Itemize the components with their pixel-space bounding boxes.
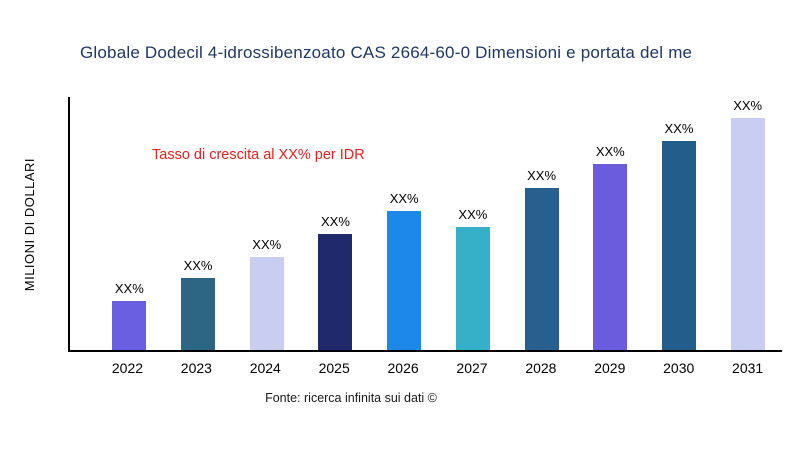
growth-rate-annotation: Tasso di crescita al XX% per IDR xyxy=(152,147,365,163)
bar-group: XX% xyxy=(370,191,439,350)
bar xyxy=(730,118,765,350)
source-text: Fonte: ricerca infinita sui dati © xyxy=(265,391,437,405)
x-tick-label: 2027 xyxy=(456,360,488,376)
x-tick-label: 2028 xyxy=(525,360,557,376)
bar-value-label: XX% xyxy=(114,281,144,297)
x-tick-label: 2030 xyxy=(663,360,695,376)
y-axis-label-container: MILIONI DI DOLLARI xyxy=(18,97,40,352)
bars: XX% XX% XX% XX% XX% XX% XX% XX% XX% XX% xyxy=(95,67,782,350)
bar xyxy=(593,164,628,350)
bar xyxy=(524,187,559,350)
chart-title: Globale Dodecil 4-idrossibenzoato CAS 26… xyxy=(80,43,693,62)
bar-value-label: XX% xyxy=(252,237,282,253)
bar-value-label: XX% xyxy=(183,258,213,274)
x-tick-label: 2026 xyxy=(387,360,419,376)
bar xyxy=(387,210,422,350)
bar xyxy=(661,141,696,350)
bar-value-label: XX% xyxy=(527,167,557,183)
bar-group: XX% xyxy=(576,144,645,350)
x-tick-label: 2031 xyxy=(732,360,764,376)
x-tick-label: 2023 xyxy=(180,360,212,376)
bar xyxy=(455,227,490,350)
bar-group: XX% xyxy=(301,214,370,350)
y-axis-label: MILIONI DI DOLLARI xyxy=(21,157,37,292)
bar-value-label: XX% xyxy=(321,214,350,229)
bar-group: XX% xyxy=(713,98,782,350)
bar-value-label: XX% xyxy=(458,207,488,223)
bar-group: XX% xyxy=(645,121,714,350)
x-tick-label: 2022 xyxy=(111,360,144,376)
x-tick-label: 2025 xyxy=(318,360,350,376)
bar-group: XX% xyxy=(95,281,164,350)
bar-value-label: XX% xyxy=(595,144,625,160)
bar xyxy=(318,234,353,350)
x-tick-label: 2029 xyxy=(594,360,626,376)
x-tick-label: 2024 xyxy=(249,360,281,376)
bar-value-label: XX% xyxy=(664,121,694,137)
bar-group: XX% xyxy=(507,168,576,350)
bar-value-label: XX% xyxy=(389,190,419,206)
x-axis-tick-labels: 2022 2023 2024 2025 2026 2027 2028 2029 2030 2031 xyxy=(93,360,782,376)
bar-group: XX% xyxy=(439,207,508,350)
bar-group: XX% xyxy=(164,258,233,350)
bar xyxy=(181,278,216,350)
bar-value-label: XX% xyxy=(733,98,763,113)
bar xyxy=(249,257,284,350)
plot-area: XX% XX% XX% XX% XX% XX% XX% XX% XX% XX% xyxy=(68,97,782,352)
bar xyxy=(112,301,147,350)
bar-group: XX% xyxy=(232,237,301,350)
